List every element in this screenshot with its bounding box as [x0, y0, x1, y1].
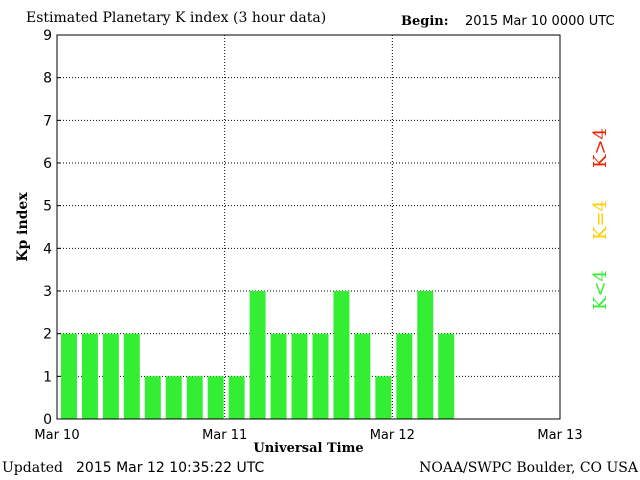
y-tick-label: 5 [43, 199, 52, 215]
kp-bar [417, 291, 434, 419]
kp-bar [81, 333, 98, 419]
kp-bar [249, 291, 266, 419]
begin-label: Begin: [401, 14, 449, 29]
kp-bar [228, 376, 245, 419]
chart-title: Estimated Planetary K index (3 hour data… [26, 10, 327, 26]
y-tick-labels: 0 1 2 3 4 5 6 7 8 9 [43, 28, 61, 428]
y-tick-label: 0 [43, 412, 52, 428]
kp-bar [165, 376, 182, 419]
kp-bar [396, 333, 413, 419]
plot-frame [56, 34, 561, 420]
kp-bar [144, 376, 161, 419]
kp-bar [270, 333, 287, 419]
x-tick-label: Mar 13 [537, 428, 582, 443]
kp-bar [123, 333, 140, 419]
x-tick-label: Mar 10 [34, 428, 79, 443]
kp-bar [333, 291, 350, 419]
y-axis-label: Kp index [15, 192, 31, 262]
y-tick-label: 7 [43, 113, 52, 129]
chart-bars [61, 291, 455, 419]
x-tick-label: Mar 11 [202, 428, 247, 443]
y-tick-label: 8 [43, 71, 52, 87]
kp-bar [354, 333, 371, 419]
begin-value: 2015 Mar 10 0000 UTC [465, 14, 615, 29]
kp-bar [61, 333, 77, 419]
kp-bar [291, 333, 308, 419]
kp-bar [186, 376, 203, 419]
y-tick-label: 9 [43, 28, 52, 44]
updated-label: Updated [2, 460, 63, 476]
y-tick-label: 1 [43, 369, 52, 385]
y-tick-label: 4 [43, 241, 52, 257]
y-tick-label: 6 [43, 156, 52, 172]
credit-text: NOAA/SWPC Boulder, CO USA [419, 460, 638, 476]
legend-item-k-equal-4: K=4 [590, 200, 611, 240]
x-tick-labels: Mar 10 Mar 11 Mar 12 Mar 13 [34, 428, 582, 443]
kp-bar [312, 333, 329, 419]
legend-item-k-below-4: K<4 [590, 270, 611, 310]
chart-grid [57, 35, 560, 419]
x-tick-label: Mar 12 [370, 428, 415, 443]
legend-item-k-above-4: K>4 [590, 128, 611, 168]
kp-bar [207, 376, 224, 419]
kp-bar [102, 333, 119, 419]
kp-bar [438, 333, 455, 419]
legend: K<4 K=4 K>4 [582, 110, 622, 330]
x-axis-label: Universal Time [253, 441, 363, 456]
y-tick-label: 2 [43, 327, 52, 343]
updated-timestamp: 2015 Mar 12 10:35:22 UTC [76, 460, 265, 476]
y-tick-label: 3 [43, 284, 52, 300]
kp-bar [375, 376, 392, 419]
